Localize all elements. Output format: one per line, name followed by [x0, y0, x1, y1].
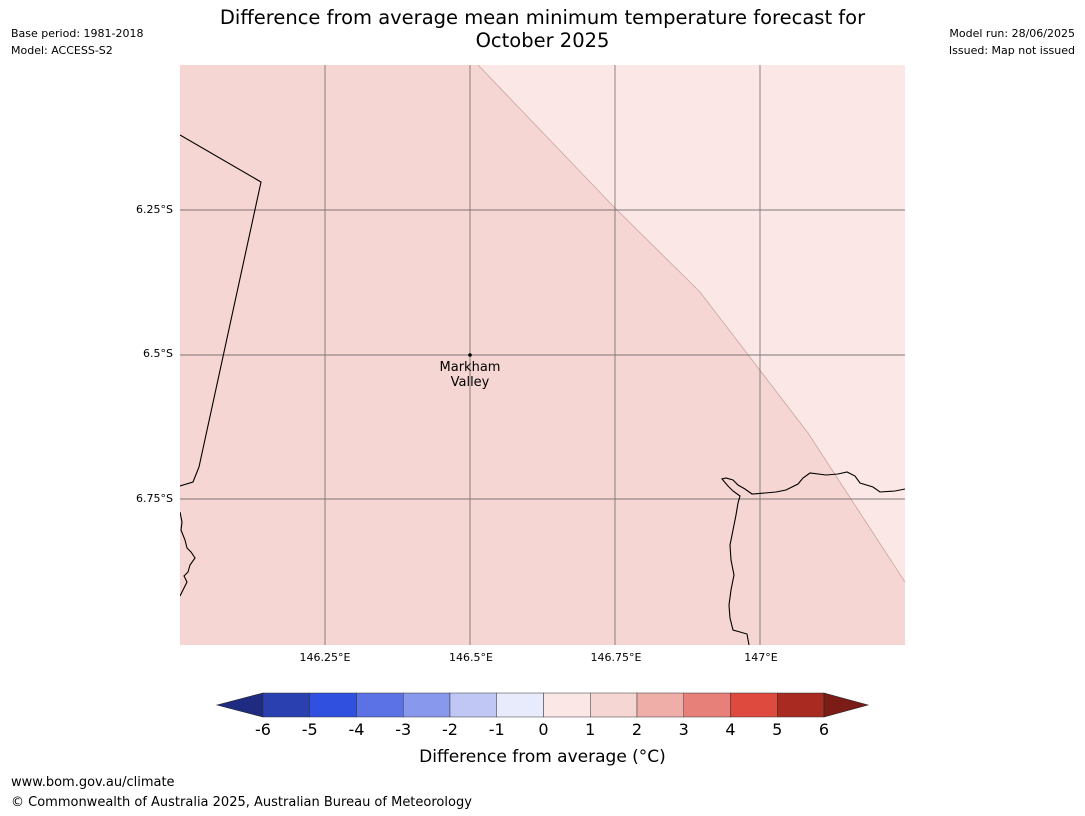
map-title-line2: October 2025 [475, 29, 610, 52]
colorbar-segment [590, 692, 638, 718]
lat-label-6-75: 6.75°S [136, 492, 173, 505]
colorbar-extend-high [823, 692, 870, 718]
map-title: Difference from average mean minimum tem… [180, 6, 905, 52]
colorbar-segment [309, 692, 357, 718]
model-run-text: Model run: 28/06/2025 [949, 27, 1075, 40]
website-text: www.bom.gov.au/climate [11, 775, 175, 790]
coastlines-borders [180, 134, 905, 645]
colorbar-segment [636, 692, 684, 718]
forecast-map[interactable] [0, 0, 1085, 700]
colorbar-extend-low [215, 692, 264, 718]
colorbar-label: Difference from average (°C) [419, 747, 666, 767]
colorbar-segment [403, 692, 451, 718]
colorbar-tick-label: 2 [631, 720, 643, 739]
lat-label-6-25: 6.25°S [136, 203, 173, 216]
lon-label-146-25: 146.25°E [299, 651, 351, 664]
graticule [180, 65, 905, 645]
colorbar-segment [262, 692, 310, 718]
coastline-huon-gulf [721, 471, 905, 645]
colorbar-segment [449, 692, 497, 718]
colorbar-tick-label: 0 [538, 720, 549, 739]
place-name-line1: Markham [439, 360, 501, 375]
lat-label-6-5: 6.5°S [143, 347, 173, 360]
colorbar-segment [356, 692, 404, 718]
model-info: Base period: 1981-2018 Model: ACCESS-S2 [11, 25, 143, 59]
colorbar-tick-label: -6 [255, 720, 271, 739]
colorbar-tick-label: -4 [348, 720, 365, 739]
colorbar-tick-label: 6 [818, 720, 830, 739]
colorbar-segments [262, 692, 825, 718]
colorbar-segment [730, 692, 778, 718]
colorbar [215, 692, 870, 718]
place-label-markham-valley: Markham Valley [410, 360, 530, 390]
colorbar-tick-label: -5 [301, 720, 318, 739]
issued-text: Issued: Map not issued [948, 44, 1075, 57]
lon-label-146-5: 146.5°E [449, 651, 493, 664]
colorbar-segment [777, 692, 825, 718]
colorbar-tick-label: -3 [395, 720, 412, 739]
colorbar-tick-label: -1 [488, 720, 505, 739]
map-title-line1: Difference from average mean minimum tem… [219, 6, 866, 29]
colorbar-tick-label: 4 [725, 720, 736, 739]
colorbar-tick-label: 5 [772, 720, 783, 739]
coastline-southwest [180, 511, 196, 597]
model-name-text: Model: ACCESS-S2 [11, 44, 113, 57]
colorbar-tick-label: 3 [678, 720, 689, 739]
province-border-west [180, 134, 262, 487]
place-marker [468, 353, 472, 357]
copyright-text: © Commonwealth of Australia 2025, Austra… [11, 795, 472, 810]
colorbar-tick-label: -2 [442, 720, 458, 739]
lon-label-147: 147°E [744, 651, 778, 664]
base-period-text: Base period: 1981-2018 [11, 27, 144, 40]
colorbar-segment [496, 692, 544, 718]
run-info: Model run: 28/06/2025 Issued: Map not is… [949, 25, 1075, 59]
colorbar-segment [683, 692, 731, 718]
colorbar-tick-label: 1 [585, 720, 596, 739]
area-boundary-line [477, 65, 905, 583]
colorbar-segment [543, 692, 591, 718]
forecast-area-0-to-1 [478, 65, 905, 582]
lon-label-146-75: 146.75°E [590, 651, 642, 664]
place-name-line2: Valley [450, 375, 490, 390]
